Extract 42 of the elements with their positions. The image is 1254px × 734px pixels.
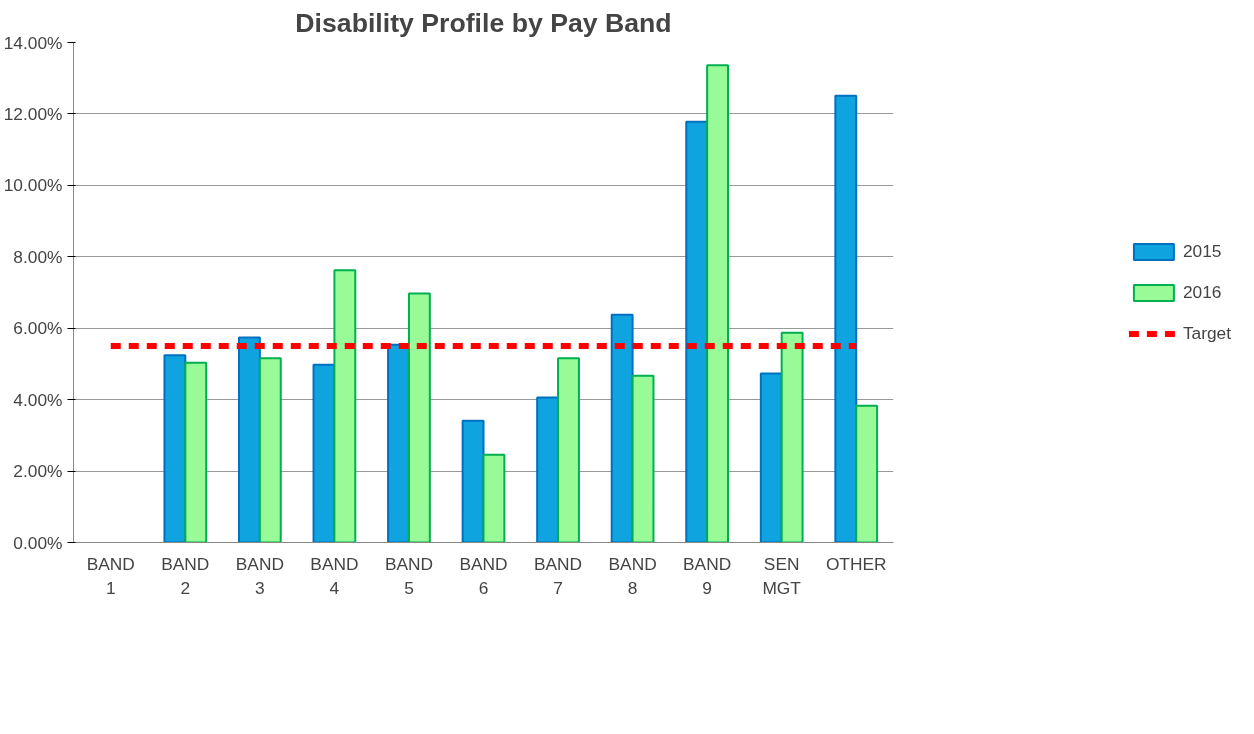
- x-tick-label: OTHER: [825, 553, 887, 574]
- x-tick-label: SEN MGT: [762, 553, 802, 598]
- y-tick-label: 4.00%: [13, 389, 63, 410]
- bar: [184, 361, 208, 543]
- x-tick-label: BAND 6: [459, 553, 508, 598]
- bar: [631, 374, 655, 543]
- y-tick-label: 0.00%: [13, 532, 63, 553]
- bar: [163, 354, 187, 543]
- y-tick-label: 12.00%: [3, 103, 63, 124]
- x-tick-label: BAND 7: [533, 553, 583, 598]
- y-tick-label: 6.00%: [13, 318, 63, 339]
- bar: [407, 292, 431, 543]
- bar: [557, 357, 580, 543]
- bar: [855, 404, 879, 543]
- bar: [834, 94, 858, 543]
- bar: [759, 372, 783, 543]
- x-tick-label: BAND 4: [310, 553, 359, 598]
- x-tick-label: BAND 3: [235, 553, 284, 598]
- x-tick-label: BAND 5: [384, 553, 434, 598]
- y-tick-label: 2.00%: [13, 461, 63, 482]
- bar: [780, 331, 804, 543]
- bar: [706, 64, 730, 543]
- bar: [482, 453, 506, 543]
- bar: [685, 120, 709, 543]
- legend-label: Target: [1182, 322, 1232, 344]
- bar: [333, 269, 357, 543]
- legend-label: 2015: [1182, 240, 1222, 262]
- bar: [461, 419, 485, 543]
- bar: [387, 343, 410, 543]
- y-tick-label: 10.00%: [3, 175, 63, 196]
- x-tick-label: BAND 2: [161, 553, 210, 598]
- y-tick-label: 14.00%: [3, 32, 63, 53]
- bar: [237, 336, 261, 543]
- bar: [610, 313, 634, 543]
- bar: [536, 396, 560, 543]
- chart-title: Disability Profile by Pay Band: [295, 7, 672, 38]
- y-tick-label: 8.00%: [13, 246, 63, 267]
- bar: [258, 357, 282, 543]
- x-tick-label: BAND 8: [608, 553, 657, 598]
- legend-label: 2016: [1182, 281, 1222, 303]
- x-tick-label: BAND 1: [86, 553, 135, 598]
- x-tick-label: BAND 9: [683, 553, 732, 598]
